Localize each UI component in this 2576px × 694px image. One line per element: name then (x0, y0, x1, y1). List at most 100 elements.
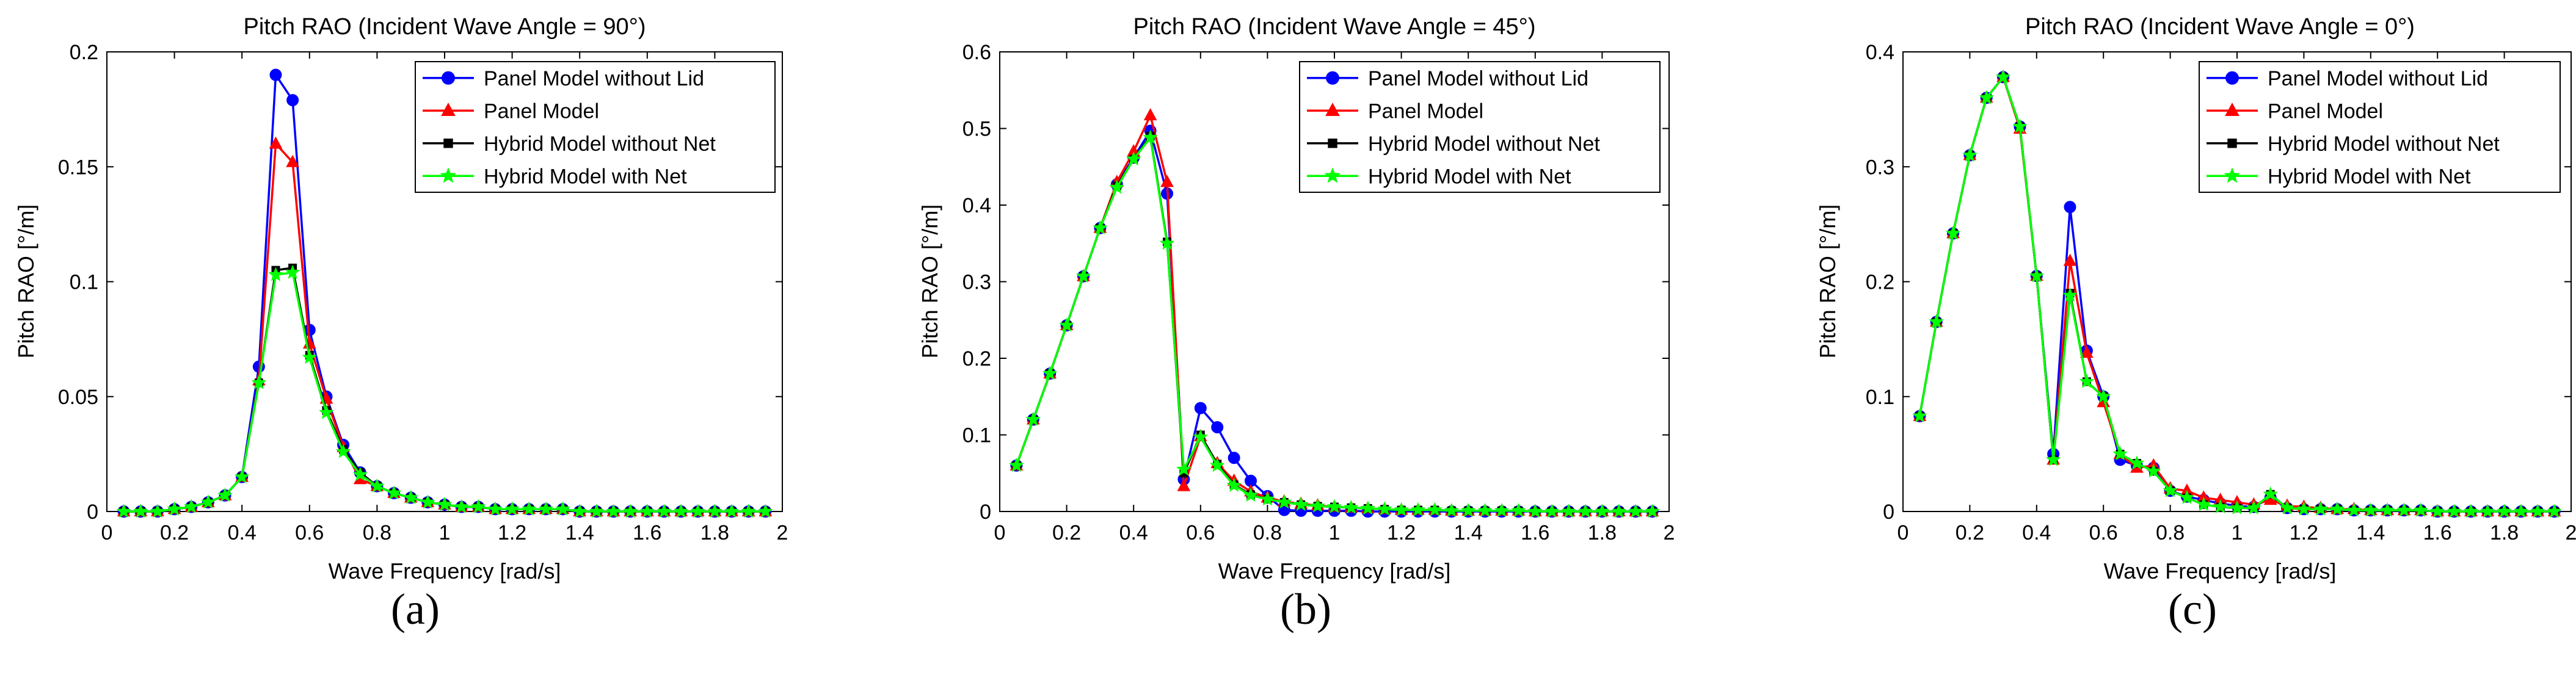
y-ticks: 0 0.05 0.1 0.15 0.2 (58, 41, 782, 524)
legend-swatch-marker (2225, 103, 2239, 116)
data-point (1494, 502, 1510, 518)
x-ticks: 0 0.2 0.4 0.6 0.8 1 1.2 1.4 1.6 1.8 2 (1897, 52, 2576, 544)
data-point (1243, 487, 1259, 502)
data-point (200, 494, 216, 509)
chart-title: Pitch RAO (Incident Wave Angle = 0°) (2025, 14, 2415, 40)
legend: Panel Model without Lid Panel Model Hybrid… (1299, 61, 1661, 193)
data-point (589, 504, 605, 518)
y-tick-label: 0.6 (962, 41, 991, 64)
data-point (1377, 501, 1392, 516)
data-point (538, 501, 554, 516)
data-point (1143, 129, 1158, 144)
legend-swatch-marker (2224, 167, 2241, 183)
legend: Panel Model without Lid Panel Model Hybrid… (2199, 61, 2561, 193)
y-tick-label: 0.15 (58, 156, 98, 179)
data-point (286, 154, 299, 167)
x-tick-label: 0.8 (1253, 521, 1282, 544)
data-point (1394, 502, 1409, 516)
y-axis-label: Pitch RAO [°/m] (13, 204, 38, 358)
x-tick-label: 1.8 (700, 521, 729, 544)
data-point (2530, 504, 2545, 518)
data-point (1193, 429, 1209, 444)
y-ticks: 0 0.1 0.2 0.3 0.4 0.5 0.6 (962, 41, 1669, 524)
data-point (403, 490, 418, 504)
data-point (1209, 457, 1225, 472)
data-point (1042, 366, 1058, 380)
x-tick-label: 0.8 (2156, 521, 2185, 544)
y-tick-label: 0.4 (962, 194, 991, 217)
data-point (437, 496, 453, 511)
x-tick-label: 0.4 (228, 521, 257, 544)
data-point (1310, 498, 1325, 513)
data-point (657, 504, 672, 518)
data-point (2296, 501, 2312, 516)
data-point (2012, 118, 2028, 133)
legend-swatch-marker (442, 71, 455, 85)
legend-entry-label: Hybrid Model without Net (484, 132, 716, 156)
legend-entry-label: Panel Model (484, 99, 599, 123)
x-tick-label: 1.6 (1521, 521, 1549, 544)
data-point (1160, 175, 1174, 187)
data-point (1126, 151, 1141, 166)
data-point (1009, 457, 1024, 472)
y-tick-label: 0.2 (962, 347, 991, 370)
y-tick-label: 0.2 (1866, 271, 1894, 294)
data-point (2080, 345, 2094, 358)
data-point (335, 444, 351, 458)
x-axis-label: Wave Frequency [rad/s] (2104, 558, 2337, 584)
legend-swatch-marker (2225, 71, 2239, 85)
x-tick-label: 1.4 (1454, 521, 1483, 544)
data-point (2112, 446, 2128, 461)
data-point (2279, 500, 2295, 515)
chart-panel-b: Pitch RAO (Incident Wave Angle = 45°) 00… (917, 14, 1675, 634)
legend-entry-label: Hybrid Model with Net (2268, 165, 2471, 188)
y-tick-label: 0.1 (70, 271, 98, 294)
series-star (1912, 69, 2562, 518)
series-star (1009, 129, 1660, 518)
data-point (251, 375, 267, 389)
x-tick-label: 1.6 (2423, 521, 2452, 544)
legend-swatch-marker (441, 103, 456, 116)
data-point (1628, 504, 1643, 518)
data-point (1511, 502, 1526, 518)
y-tick-label: 0.1 (1866, 386, 1894, 409)
legend-box (1299, 61, 1661, 193)
y-tick-label: 0.05 (58, 386, 98, 409)
data-point (2329, 501, 2345, 516)
data-point (1177, 479, 1191, 491)
data-point (2379, 502, 2395, 517)
legend-swatch-marker (443, 139, 453, 148)
data-point (1410, 502, 1426, 516)
data-point (2063, 253, 2077, 266)
data-point (1577, 504, 1593, 518)
panel-label: (c) (2168, 585, 2217, 634)
data-point (1460, 502, 1476, 518)
x-tick-label: 1.4 (2356, 521, 2385, 544)
data-point (268, 267, 283, 281)
data-point (2547, 504, 2562, 518)
legend-box (415, 61, 776, 193)
x-tick-label: 1.8 (1588, 521, 1617, 544)
data-point (1595, 504, 1610, 518)
data-point (1344, 499, 1359, 515)
data-point (269, 136, 283, 149)
data-point (2429, 504, 2445, 518)
x-tick-label: 1.4 (566, 521, 594, 544)
data-point (2029, 268, 2045, 283)
data-point (2095, 388, 2111, 403)
data-point (286, 94, 299, 107)
data-point (285, 264, 300, 279)
legend-box (2199, 61, 2561, 193)
y-tick-label: 0 (87, 501, 98, 524)
data-point (707, 504, 722, 518)
legend: Panel Model without Lid Panel Model Hybrid… (415, 61, 776, 193)
data-point (1645, 504, 1660, 518)
y-tick-label: 0 (1883, 501, 1894, 524)
series-layer (1009, 108, 1660, 518)
data-point (690, 504, 705, 518)
y-axis-label: Pitch RAO [°/m] (1815, 204, 1840, 358)
data-point (2263, 486, 2278, 501)
data-point (2179, 490, 2195, 504)
data-point (2480, 504, 2495, 518)
data-point (2447, 504, 2462, 518)
